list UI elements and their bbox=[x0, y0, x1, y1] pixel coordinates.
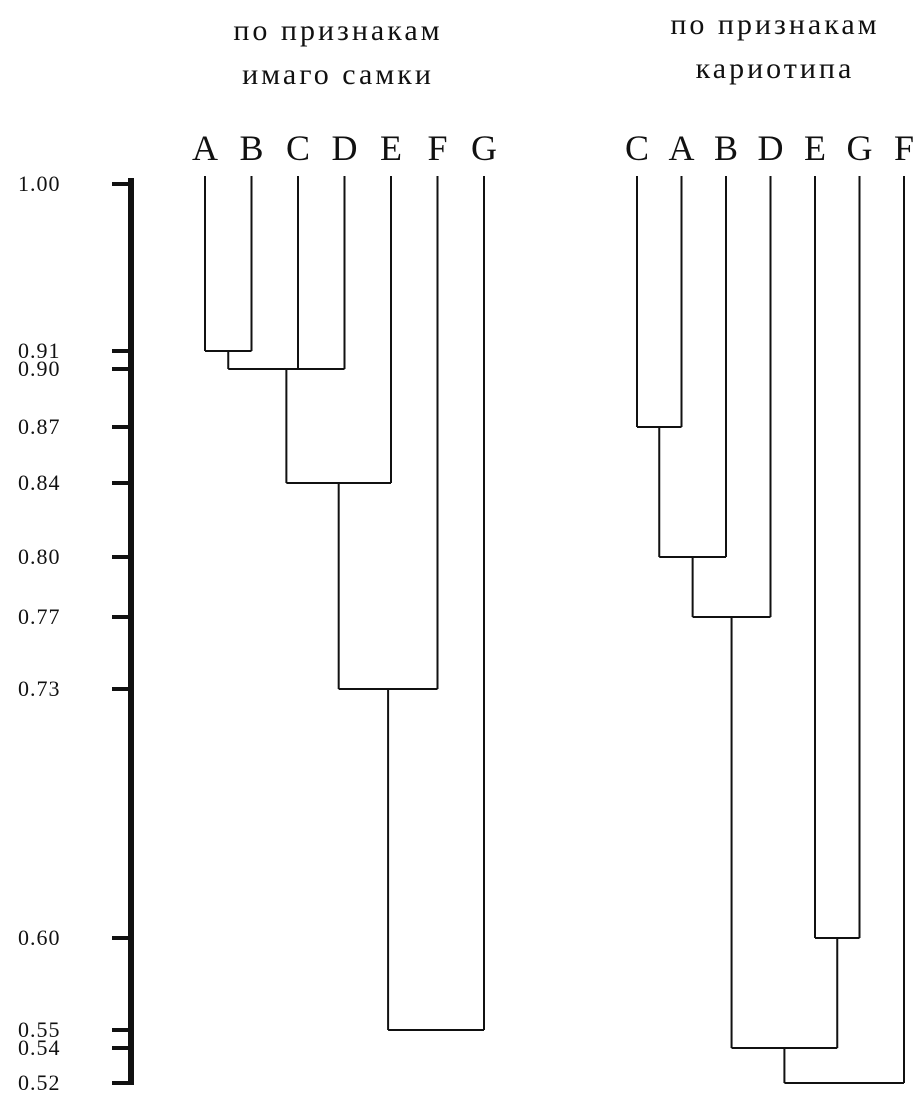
axis-tick-label: 0.52 bbox=[18, 1070, 61, 1095]
axis-tick-label: 0.91 bbox=[18, 338, 61, 363]
leaf-label: B bbox=[239, 128, 263, 168]
axis-tick-label: 0.80 bbox=[18, 544, 61, 569]
leaf-label: A bbox=[192, 128, 218, 168]
axis-tick-label: 0.60 bbox=[18, 925, 61, 950]
axis-tick-label: 0.73 bbox=[18, 676, 61, 701]
leaf-label: E bbox=[380, 128, 402, 168]
right-title-line1: по признакам bbox=[670, 8, 879, 41]
axis-ticks: 1.00 0.910.90 0.87 0.84 0.80 0.77 0.73 0.60 0.55… bbox=[18, 171, 131, 1095]
leaf-label: G bbox=[471, 128, 497, 168]
left-title-line1: по признакам bbox=[233, 14, 442, 47]
axis-tick-label: 0.84 bbox=[18, 470, 61, 495]
leaf-label: B bbox=[714, 128, 738, 168]
leaf-label: C bbox=[286, 128, 310, 168]
right-title-line2: кариотипа bbox=[696, 52, 855, 85]
axis-tick-label: 0.55 bbox=[18, 1017, 61, 1042]
left-title-line2: имаго самки bbox=[242, 58, 434, 91]
axis-tick-label: 0.54 bbox=[18, 1035, 61, 1060]
axis-tick-label: 0.90 bbox=[18, 356, 61, 381]
axis-tick-label: 1.00 bbox=[18, 171, 61, 196]
leaf-label: A bbox=[669, 128, 695, 168]
leaf-label: D bbox=[758, 128, 784, 168]
leaf-label: E bbox=[804, 128, 826, 168]
axis-tick-label: 0.87 bbox=[18, 414, 61, 439]
axis-tick-label: 0.77 bbox=[18, 604, 61, 629]
leaf-label: F bbox=[427, 128, 447, 168]
leaf-label: G bbox=[847, 128, 873, 168]
leaf-label: F bbox=[894, 128, 914, 168]
similarity-axis: 1.00 0.910.90 0.87 0.84 0.80 0.77 0.73 0.60 0.55… bbox=[18, 171, 134, 1095]
leaf-label: C bbox=[625, 128, 649, 168]
leaf-label: D bbox=[332, 128, 358, 168]
